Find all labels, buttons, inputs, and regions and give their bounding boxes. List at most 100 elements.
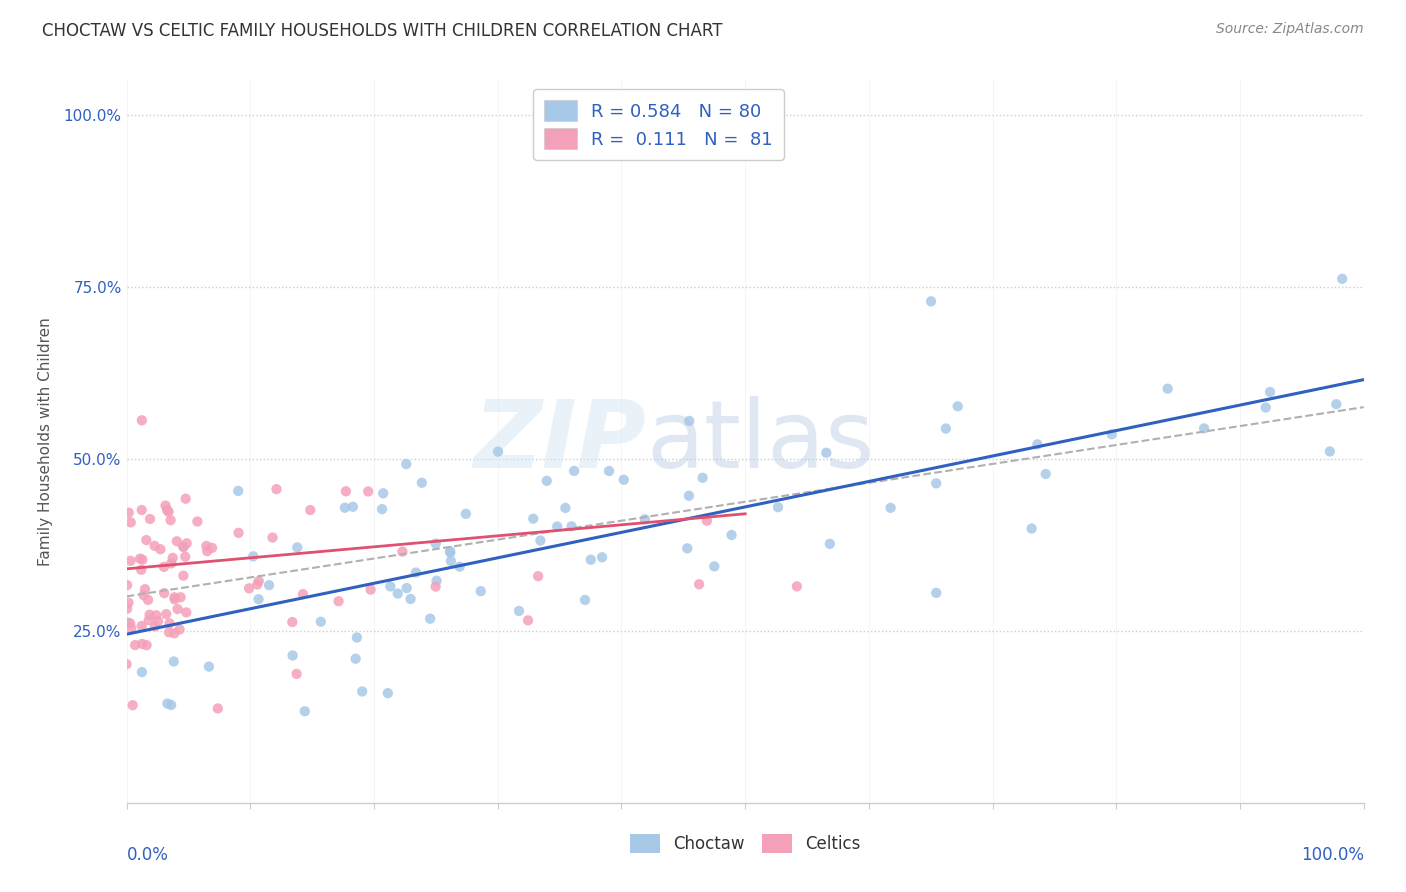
Point bbox=[186, 515, 208, 529]
Point bbox=[1026, 437, 1049, 451]
Point bbox=[135, 638, 157, 652]
Point bbox=[157, 625, 180, 640]
Point bbox=[470, 584, 492, 599]
Point bbox=[174, 491, 197, 506]
Point bbox=[688, 577, 710, 591]
Point bbox=[692, 471, 714, 485]
Point bbox=[228, 525, 250, 540]
Point bbox=[121, 698, 143, 713]
Point bbox=[946, 400, 969, 414]
Point bbox=[145, 608, 167, 623]
Point bbox=[246, 577, 269, 591]
Point bbox=[678, 489, 700, 503]
Point bbox=[380, 579, 402, 593]
Point bbox=[818, 537, 841, 551]
Point bbox=[613, 473, 636, 487]
Point bbox=[163, 592, 186, 607]
Y-axis label: Family Households with Children: Family Households with Children bbox=[38, 318, 52, 566]
Point bbox=[309, 615, 332, 629]
Point bbox=[201, 541, 224, 555]
Point bbox=[508, 604, 530, 618]
Point bbox=[247, 574, 270, 588]
Point bbox=[173, 540, 195, 554]
Point bbox=[554, 500, 576, 515]
Point bbox=[299, 503, 322, 517]
Point bbox=[115, 601, 138, 615]
Point bbox=[132, 588, 155, 602]
Point bbox=[562, 464, 585, 478]
Point bbox=[1324, 397, 1347, 411]
Point bbox=[242, 549, 264, 564]
Point bbox=[117, 615, 139, 630]
Point bbox=[155, 607, 177, 621]
Point bbox=[342, 500, 364, 514]
Point bbox=[157, 505, 180, 519]
Point bbox=[285, 666, 308, 681]
Point bbox=[786, 579, 808, 593]
Point bbox=[159, 513, 181, 527]
Point bbox=[678, 414, 700, 428]
Point bbox=[1021, 522, 1043, 536]
Point bbox=[387, 586, 409, 600]
Point bbox=[399, 591, 422, 606]
Point bbox=[925, 476, 948, 491]
Point bbox=[172, 568, 194, 582]
Point bbox=[546, 519, 568, 533]
Point bbox=[153, 586, 176, 600]
Point bbox=[262, 531, 284, 545]
Point bbox=[1331, 272, 1354, 286]
Point bbox=[360, 582, 382, 597]
Legend: Choctaw, Celtics: Choctaw, Celtics bbox=[623, 827, 868, 860]
Point bbox=[411, 475, 433, 490]
Point bbox=[120, 616, 142, 631]
Point bbox=[439, 545, 461, 559]
Point bbox=[135, 533, 157, 547]
Point bbox=[156, 697, 179, 711]
Point bbox=[207, 701, 229, 715]
Point bbox=[425, 580, 447, 594]
Point bbox=[120, 516, 142, 530]
Point bbox=[529, 533, 551, 548]
Point bbox=[129, 563, 152, 577]
Point bbox=[486, 444, 509, 458]
Point bbox=[226, 483, 249, 498]
Point bbox=[920, 294, 942, 309]
Text: 0.0%: 0.0% bbox=[127, 847, 169, 864]
Point bbox=[143, 619, 166, 633]
Point bbox=[169, 623, 191, 637]
Point bbox=[703, 559, 725, 574]
Point bbox=[149, 542, 172, 557]
Point bbox=[815, 446, 838, 460]
Point bbox=[405, 566, 427, 580]
Point bbox=[720, 528, 742, 542]
Point bbox=[134, 582, 156, 596]
Point bbox=[163, 626, 186, 640]
Point bbox=[176, 536, 198, 550]
Point bbox=[131, 413, 153, 427]
Point bbox=[1258, 384, 1281, 399]
Point bbox=[766, 500, 789, 515]
Point bbox=[257, 578, 280, 592]
Point bbox=[454, 507, 477, 521]
Text: atlas: atlas bbox=[647, 395, 875, 488]
Point bbox=[160, 557, 183, 571]
Point bbox=[291, 587, 314, 601]
Point bbox=[935, 421, 957, 435]
Point bbox=[328, 594, 350, 608]
Point bbox=[120, 554, 142, 568]
Point bbox=[131, 503, 153, 517]
Point bbox=[131, 552, 153, 566]
Point bbox=[925, 586, 948, 600]
Point bbox=[527, 569, 550, 583]
Point bbox=[162, 550, 184, 565]
Point bbox=[156, 503, 179, 517]
Text: 100.0%: 100.0% bbox=[1301, 847, 1364, 864]
Point bbox=[879, 500, 901, 515]
Point bbox=[574, 593, 596, 607]
Point bbox=[131, 619, 153, 633]
Point bbox=[425, 574, 447, 588]
Point bbox=[598, 464, 620, 478]
Point bbox=[131, 665, 153, 679]
Point bbox=[1192, 421, 1215, 435]
Point bbox=[195, 539, 218, 553]
